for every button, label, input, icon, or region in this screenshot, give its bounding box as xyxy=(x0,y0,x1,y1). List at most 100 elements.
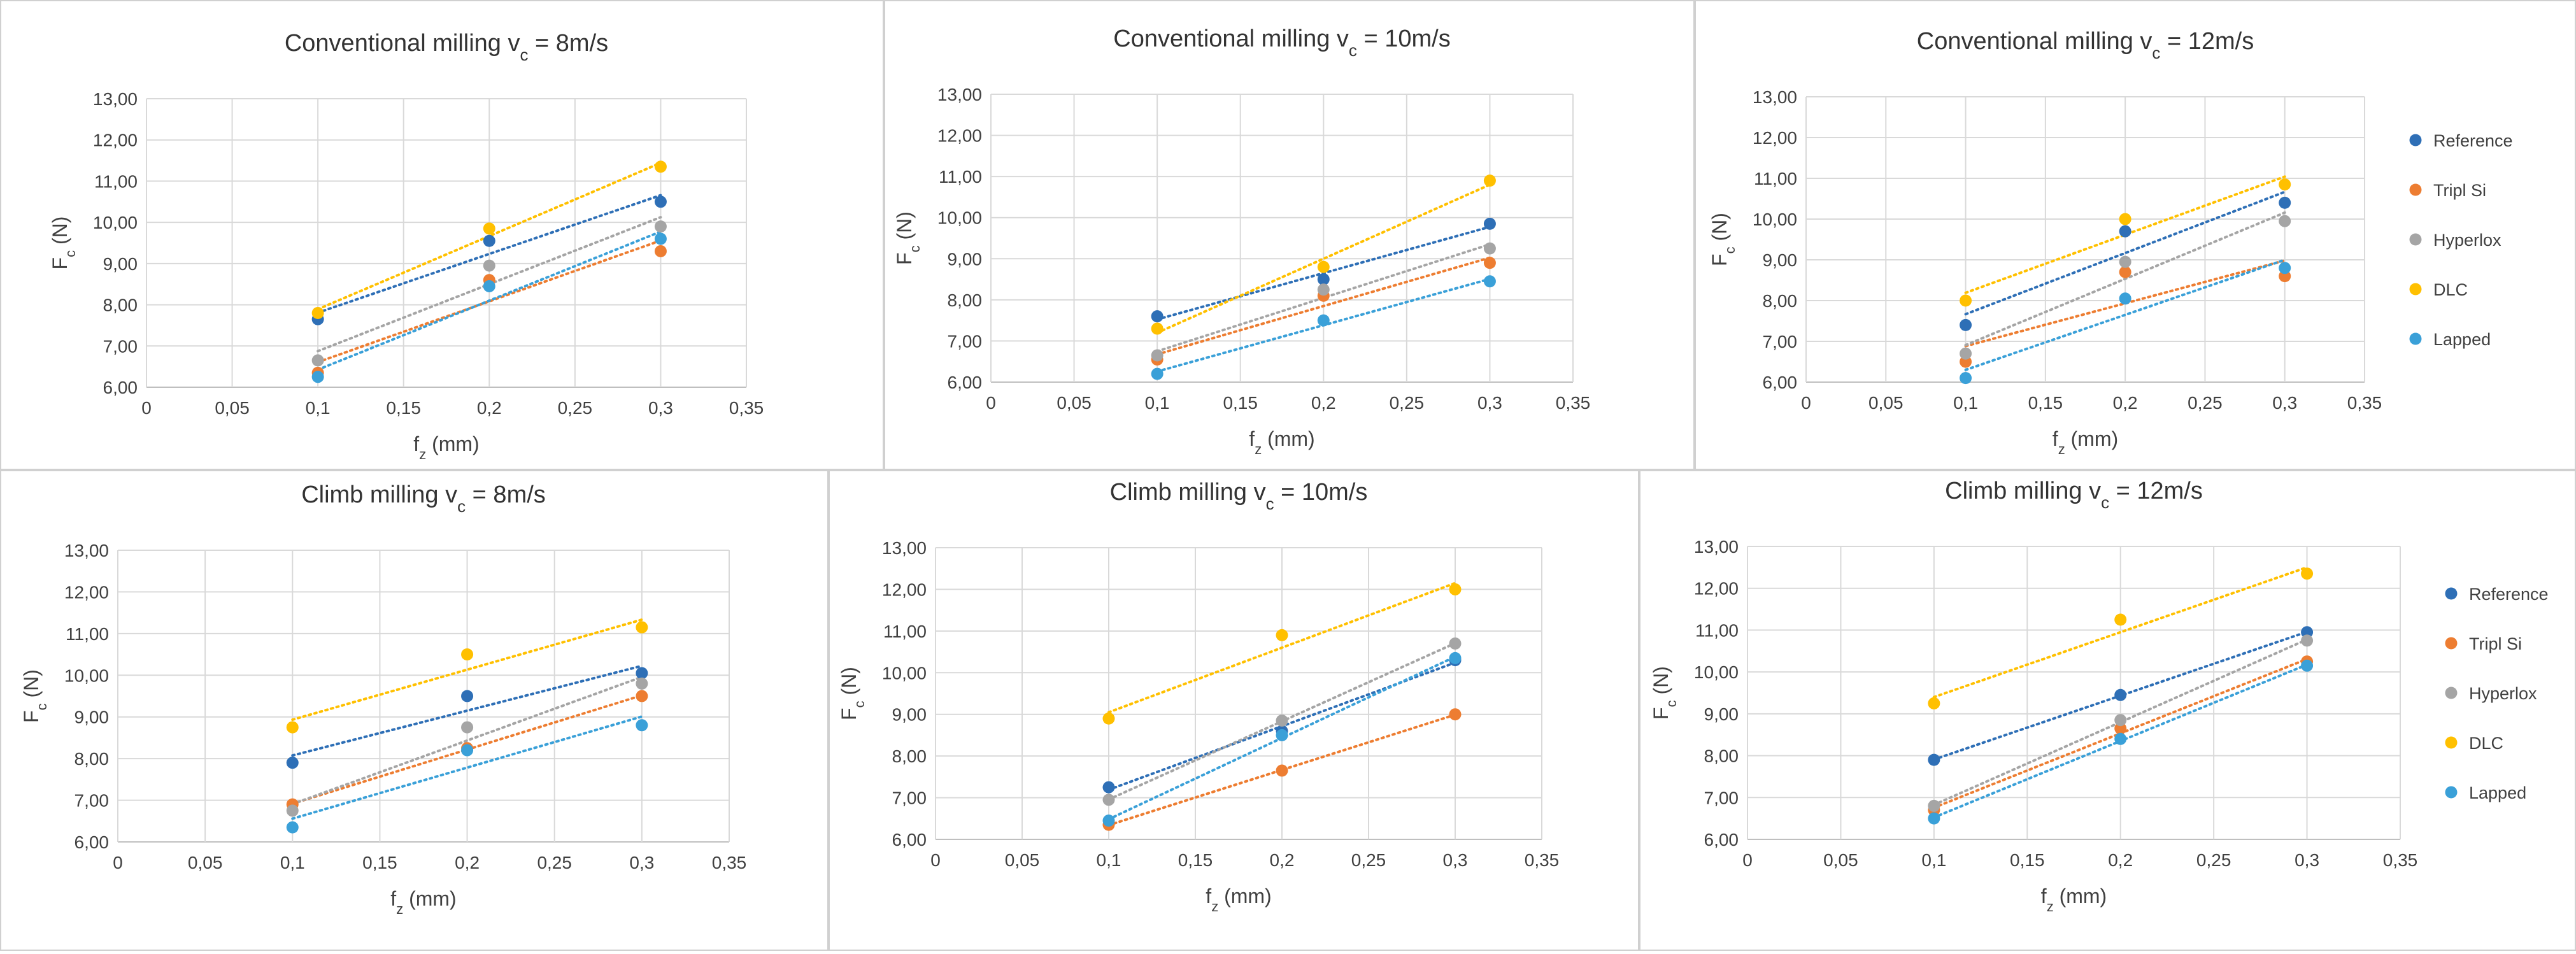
trendline-dlc xyxy=(1107,581,1456,714)
x-tick-label: 0,2 xyxy=(1270,850,1295,870)
y-tick-label: 10,00 xyxy=(93,213,138,232)
data-point-lapped xyxy=(1102,815,1115,827)
y-tick-label: 10,00 xyxy=(1753,210,1797,229)
x-tick-label: 0,35 xyxy=(2347,393,2382,413)
y-tick-label: 12,00 xyxy=(93,131,138,150)
x-tick-label: 0,35 xyxy=(729,398,764,418)
data-point-lapped xyxy=(2119,292,2131,305)
x-tick-label: 0 xyxy=(986,393,996,413)
chart-svg: Conventional milling vc = 12m/s 6,00 7,00 8… xyxy=(1695,0,2576,470)
data-point-tripl-si xyxy=(1276,764,1288,777)
data-point-reference xyxy=(636,667,648,680)
y-tick-label: 8,00 xyxy=(1763,291,1798,311)
y-tick-label: 11,00 xyxy=(939,167,982,187)
chart-svg: Conventional milling vc = 10m/s 6,00 7,00 8… xyxy=(884,0,1695,470)
x-tick-label: 0,1 xyxy=(1921,850,1946,870)
legend-marker xyxy=(2445,587,2458,600)
x-tick-label: 0,2 xyxy=(2108,850,2133,870)
x-tick-label: 0,35 xyxy=(2383,850,2418,870)
y-tick-label: 10,00 xyxy=(1694,662,1739,682)
chart-panel: Climb milling vc = 10m/s 6,00 7,00 8,00 9,00… xyxy=(829,470,1639,951)
data-point-dlc xyxy=(654,160,667,173)
x-tick-label: 0,25 xyxy=(1390,393,1425,413)
x-tick-label: 0,15 xyxy=(1178,850,1213,870)
y-tick-label: 6,00 xyxy=(892,830,927,850)
trendline-hyperlox xyxy=(1932,638,2309,806)
data-point-dlc xyxy=(2119,213,2131,225)
data-point-lapped xyxy=(1449,651,1462,664)
y-tick-label: 8,00 xyxy=(892,746,927,766)
trendline-dlc xyxy=(1964,175,2286,294)
panel-border xyxy=(0,470,829,951)
data-point-lapped xyxy=(1317,314,1330,327)
data-point-dlc xyxy=(1276,629,1288,641)
data-point-hyperlox xyxy=(2301,634,2314,647)
x-tick-label: 0,05 xyxy=(1057,393,1092,413)
trendline-dlc xyxy=(1156,183,1491,334)
data-point-reference xyxy=(1483,217,1496,230)
trendline-reference xyxy=(1156,225,1491,321)
data-point-dlc xyxy=(636,621,648,634)
y-tick-label: 8,00 xyxy=(103,295,138,315)
y-tick-label: 9,00 xyxy=(75,708,110,727)
data-point-lapped xyxy=(654,232,667,245)
trendline-lapped xyxy=(317,230,662,371)
chart-title: Climb milling vc = 12m/s xyxy=(1945,478,2203,512)
y-tick-label: 7,00 xyxy=(103,336,138,356)
chart-panel: Climb milling vc = 12m/s 6,00 7,00 8,00 9,00… xyxy=(1639,470,2576,951)
y-tick-label: 11,00 xyxy=(94,171,138,191)
data-point-lapped xyxy=(1483,275,1496,288)
x-axis-label: fz (mm) xyxy=(2041,885,2107,915)
x-tick-label: 0,1 xyxy=(1097,850,1121,870)
legend-marker xyxy=(2409,283,2422,295)
y-tick-label: 11,00 xyxy=(883,622,927,641)
panel-border xyxy=(884,0,1695,470)
x-tick-label: 0,1 xyxy=(280,853,305,872)
data-point-dlc xyxy=(1317,260,1330,273)
x-tick-label: 0,15 xyxy=(386,398,421,418)
y-tick-label: 11,00 xyxy=(1754,169,1797,189)
data-point-hyperlox xyxy=(461,721,474,734)
y-tick-label: 9,00 xyxy=(948,249,983,269)
y-tick-label: 6,00 xyxy=(948,373,983,392)
data-point-reference xyxy=(2279,196,2291,209)
legend-item: Reference xyxy=(2445,585,2549,604)
y-tick-label: 10,00 xyxy=(882,663,927,683)
y-tick-label: 13,00 xyxy=(1694,537,1739,557)
x-tick-label: 0,25 xyxy=(537,853,572,872)
y-tick-label: 13,00 xyxy=(937,85,982,104)
x-tick-label: 0,25 xyxy=(558,398,593,418)
data-point-reference xyxy=(286,757,299,769)
data-point-hyperlox xyxy=(1928,799,1940,812)
legend-item: Lapped xyxy=(2409,330,2491,349)
y-axis-label: Fc (N) xyxy=(48,217,78,270)
data-point-dlc xyxy=(286,721,299,734)
data-point-lapped xyxy=(461,744,474,757)
y-tick-label: 11,00 xyxy=(1695,620,1739,640)
x-tick-label: 0,35 xyxy=(1525,850,1560,870)
data-point-hyperlox xyxy=(1151,349,1163,362)
legend-label: Lapped xyxy=(2433,330,2491,349)
legend-item: Hyperlox xyxy=(2445,684,2537,703)
trendline-lapped xyxy=(291,715,643,820)
x-tick-label: 0,05 xyxy=(215,398,250,418)
data-point-lapped xyxy=(1960,372,1972,385)
data-point-dlc xyxy=(1151,322,1163,335)
y-tick-label: 9,00 xyxy=(1763,250,1798,270)
chart-panel: Conventional milling vc = 12m/s 6,00 7,00 8… xyxy=(1695,0,2576,470)
y-tick-label: 12,00 xyxy=(1694,579,1739,599)
x-axis-label: fz (mm) xyxy=(2053,427,2118,457)
trendline-tripl-si xyxy=(1156,256,1491,356)
y-axis-label: Fc (N) xyxy=(1708,213,1738,266)
data-point-hyperlox xyxy=(311,354,324,367)
data-point-hyperlox xyxy=(1317,283,1330,296)
y-tick-label: 8,00 xyxy=(948,290,983,310)
legend-label: Hyperlox xyxy=(2469,684,2537,703)
data-point-hyperlox xyxy=(1102,794,1115,806)
legend-item: DLC xyxy=(2445,734,2503,753)
data-point-reference xyxy=(1928,753,1940,766)
y-tick-label: 9,00 xyxy=(1704,704,1739,724)
y-tick-label: 10,00 xyxy=(937,208,982,228)
data-point-hyperlox xyxy=(636,677,648,690)
